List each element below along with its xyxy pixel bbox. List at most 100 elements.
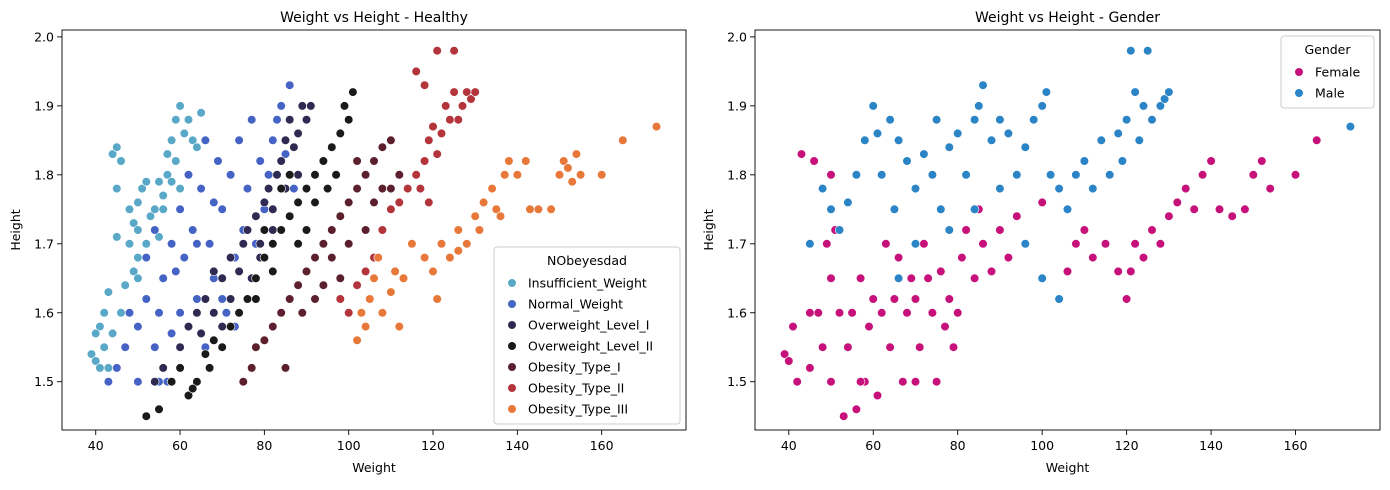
data-point bbox=[1257, 156, 1267, 166]
data-point bbox=[259, 197, 270, 207]
data-point bbox=[1121, 115, 1132, 125]
data-point bbox=[1088, 253, 1098, 263]
data-point bbox=[226, 170, 236, 180]
legend-box bbox=[493, 246, 681, 425]
data-point bbox=[525, 204, 535, 214]
data-point bbox=[495, 211, 506, 221]
data-point bbox=[432, 294, 442, 304]
data-point bbox=[910, 377, 921, 387]
legend-marker bbox=[507, 341, 517, 351]
data-point bbox=[352, 335, 362, 345]
data-point bbox=[116, 308, 126, 318]
data-point bbox=[192, 294, 202, 304]
data-point bbox=[885, 342, 895, 352]
data-point bbox=[242, 225, 253, 235]
data-point bbox=[1172, 197, 1182, 207]
data-point bbox=[1012, 211, 1022, 221]
data-point bbox=[386, 184, 396, 194]
data-point bbox=[162, 170, 172, 180]
data-point bbox=[893, 253, 904, 263]
data-point bbox=[107, 149, 118, 159]
data-point bbox=[843, 342, 853, 352]
data-point bbox=[411, 66, 421, 76]
data-point bbox=[470, 211, 480, 221]
y-tick-label: 1.6 bbox=[34, 305, 54, 320]
data-point bbox=[420, 253, 430, 263]
data-point bbox=[974, 101, 984, 111]
data-point bbox=[432, 149, 442, 159]
data-point bbox=[251, 211, 261, 221]
data-point bbox=[1012, 170, 1022, 180]
data-point bbox=[788, 322, 798, 332]
data-point bbox=[1037, 273, 1047, 283]
data-point bbox=[957, 253, 967, 263]
data-point bbox=[192, 142, 202, 152]
data-point bbox=[289, 142, 299, 152]
data-point bbox=[141, 294, 151, 304]
data-point bbox=[268, 266, 278, 277]
data-point bbox=[512, 170, 523, 180]
data-point bbox=[571, 149, 582, 159]
data-point bbox=[521, 156, 531, 166]
data-point bbox=[352, 280, 362, 290]
data-point bbox=[175, 101, 185, 111]
legend-marker bbox=[507, 299, 517, 309]
y-tick-label: 1.8 bbox=[34, 167, 54, 182]
data-point bbox=[327, 253, 337, 263]
data-point bbox=[1155, 239, 1165, 249]
data-point bbox=[436, 128, 447, 138]
data-point bbox=[1138, 253, 1149, 263]
data-point bbox=[167, 177, 177, 187]
data-point bbox=[369, 197, 379, 207]
data-point bbox=[103, 363, 113, 373]
data-point bbox=[285, 170, 295, 180]
data-point bbox=[394, 170, 404, 180]
data-point bbox=[843, 197, 853, 207]
data-point bbox=[428, 121, 438, 132]
data-point bbox=[893, 135, 904, 145]
data-point bbox=[129, 266, 139, 277]
data-point bbox=[923, 273, 933, 283]
data-point bbox=[1143, 46, 1153, 56]
legend-entry: Insufficient_Weight bbox=[528, 276, 647, 291]
data-point bbox=[103, 287, 113, 297]
data-point bbox=[390, 266, 400, 277]
data-point bbox=[546, 204, 556, 214]
chart-title: Weight vs Height - Healthy bbox=[280, 10, 468, 26]
data-point bbox=[1054, 294, 1064, 304]
data-point bbox=[112, 232, 122, 242]
data-point bbox=[1164, 211, 1174, 221]
data-point bbox=[618, 135, 628, 145]
data-point bbox=[1130, 87, 1140, 97]
data-point bbox=[1079, 156, 1089, 166]
y-tick-label: 1.9 bbox=[727, 98, 747, 113]
data-point bbox=[563, 163, 573, 173]
data-point bbox=[1159, 94, 1170, 104]
data-point bbox=[817, 184, 828, 194]
data-point bbox=[116, 156, 126, 166]
data-point bbox=[276, 101, 286, 111]
data-point bbox=[1147, 225, 1157, 235]
data-point bbox=[133, 253, 143, 263]
data-point bbox=[234, 308, 244, 318]
data-point bbox=[986, 266, 997, 277]
data-point bbox=[504, 156, 514, 166]
data-point bbox=[120, 280, 130, 290]
y-tick-label: 2.0 bbox=[727, 29, 747, 44]
data-point bbox=[834, 308, 845, 318]
data-point bbox=[398, 273, 409, 283]
y-axis-label: Height bbox=[8, 209, 23, 250]
data-point bbox=[318, 280, 329, 290]
data-point bbox=[428, 266, 438, 277]
data-point bbox=[209, 335, 219, 345]
data-point bbox=[301, 266, 312, 277]
data-point bbox=[851, 170, 862, 180]
data-point bbox=[242, 184, 253, 194]
data-point bbox=[293, 197, 303, 207]
data-point bbox=[331, 170, 341, 180]
data-point bbox=[133, 225, 143, 235]
data-point bbox=[978, 80, 988, 90]
y-tick-label: 1.7 bbox=[34, 236, 54, 251]
data-point bbox=[171, 266, 181, 277]
data-point bbox=[183, 390, 194, 401]
